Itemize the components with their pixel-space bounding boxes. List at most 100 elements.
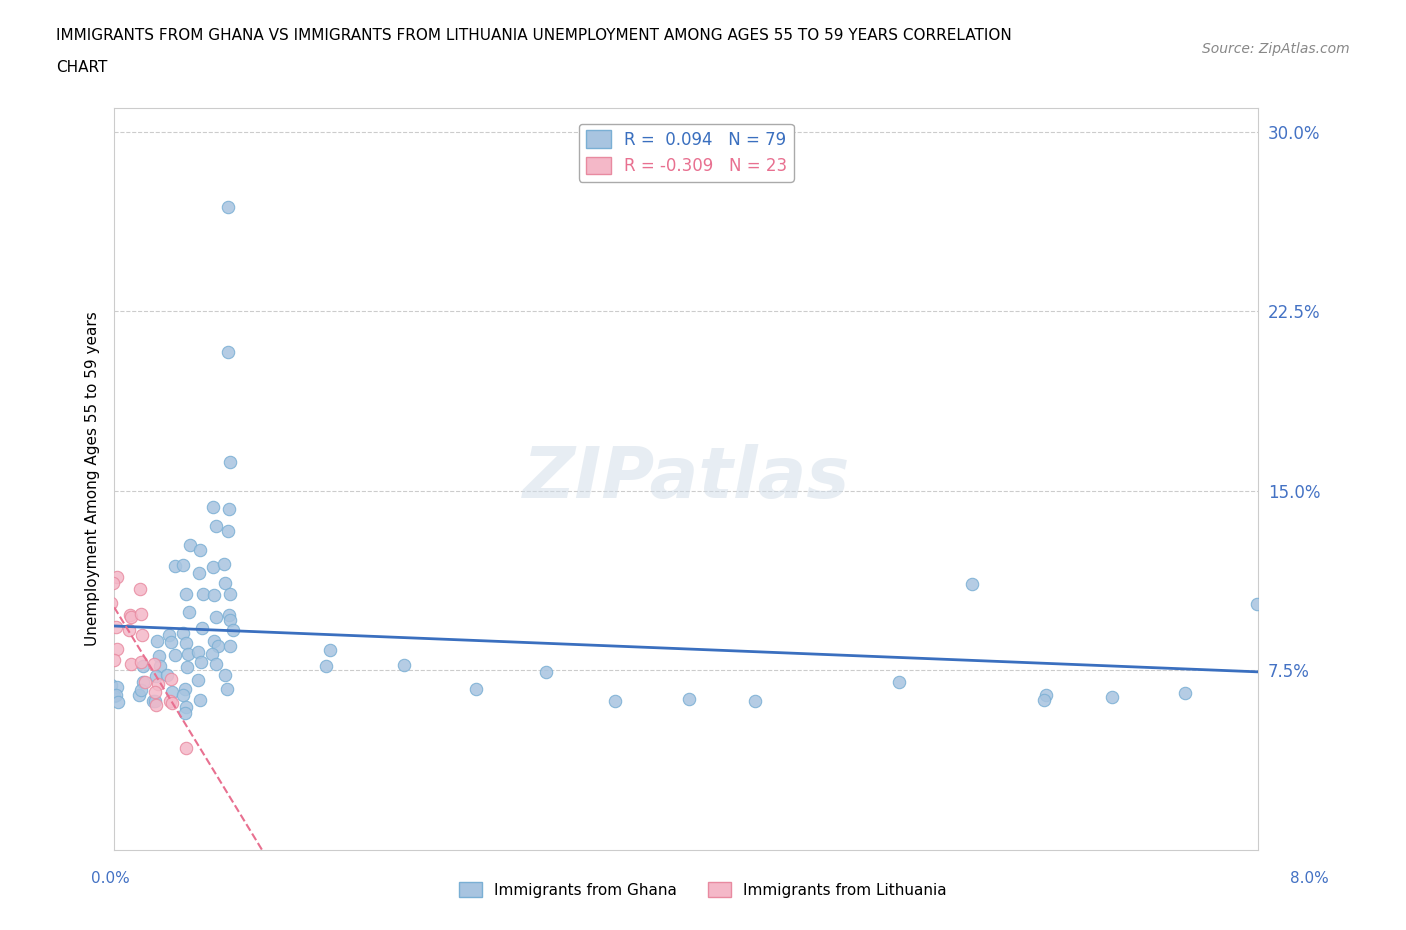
Point [217, 524, 239, 538]
Point [1101, 689, 1123, 704]
Point [1246, 597, 1268, 612]
Point [678, 692, 700, 707]
Point [132, 658, 155, 673]
Point [191, 620, 214, 635]
Point [174, 587, 197, 602]
Point [118, 607, 141, 622]
Point [163, 559, 186, 574]
Point [143, 694, 166, 709]
Point [103, 653, 125, 668]
Point [179, 538, 201, 552]
Point [129, 581, 152, 596]
Point [156, 668, 179, 683]
Point [146, 677, 169, 692]
Point [174, 682, 197, 697]
Text: 0.0%: 0.0% [91, 871, 131, 886]
Point [202, 499, 225, 514]
Point [202, 560, 225, 575]
Point [218, 501, 240, 516]
Point [603, 693, 626, 708]
Point [218, 454, 240, 469]
Point [145, 669, 167, 684]
Point [146, 633, 169, 648]
Text: 8.0%: 8.0% [1289, 871, 1329, 886]
Point [128, 687, 150, 702]
Point [464, 682, 486, 697]
Point [177, 646, 200, 661]
Point [105, 619, 128, 634]
Point [120, 657, 142, 671]
Point [221, 623, 243, 638]
Legend: Immigrants from Ghana, Immigrants from Lithuania: Immigrants from Ghana, Immigrants from L… [453, 875, 953, 904]
Point [134, 675, 156, 690]
Point [219, 613, 242, 628]
Point [131, 628, 153, 643]
Point [174, 636, 197, 651]
Point [205, 610, 228, 625]
Point [148, 648, 170, 663]
Point [187, 672, 209, 687]
Point [219, 638, 242, 653]
Point [159, 693, 181, 708]
Text: CHART: CHART [56, 60, 108, 75]
Point [318, 643, 340, 658]
Point [149, 658, 172, 673]
Point [960, 577, 983, 591]
Point [105, 570, 128, 585]
Point [129, 683, 152, 698]
Point [101, 576, 124, 591]
Point [191, 587, 214, 602]
Point [218, 608, 240, 623]
Point [105, 687, 128, 702]
Point [118, 622, 141, 637]
Point [160, 696, 183, 711]
Point [142, 694, 165, 709]
Point [1035, 688, 1057, 703]
Point [214, 556, 236, 571]
Point [174, 740, 197, 755]
Point [174, 699, 197, 714]
Point [179, 604, 201, 619]
Point [105, 680, 128, 695]
Point [143, 657, 166, 671]
Point [215, 682, 238, 697]
Point [200, 646, 222, 661]
Point [217, 345, 239, 360]
Text: ZIPatlas: ZIPatlas [523, 445, 851, 513]
Point [103, 688, 125, 703]
Point [219, 586, 242, 601]
Point [165, 648, 187, 663]
Point [172, 688, 194, 703]
Point [160, 635, 183, 650]
Point [132, 674, 155, 689]
Point [131, 607, 153, 622]
Point [190, 655, 212, 670]
Point [187, 565, 209, 580]
Point [172, 626, 194, 641]
Point [173, 705, 195, 720]
Point [129, 654, 152, 669]
Point [187, 644, 209, 659]
Point [188, 692, 211, 707]
Point [217, 200, 239, 215]
Point [143, 684, 166, 699]
Point [188, 543, 211, 558]
Point [1032, 692, 1054, 707]
Point [162, 684, 184, 699]
Point [392, 658, 415, 672]
Point [214, 668, 236, 683]
Point [536, 665, 558, 680]
Point [176, 659, 198, 674]
Point [172, 557, 194, 572]
Point [204, 518, 226, 533]
Point [107, 695, 129, 710]
Legend: R =  0.094   N = 79, R = -0.309   N = 23: R = 0.094 N = 79, R = -0.309 N = 23 [579, 124, 793, 181]
Point [202, 587, 225, 602]
Point [145, 698, 167, 712]
Point [205, 657, 228, 671]
Point [120, 609, 142, 624]
Point [157, 628, 180, 643]
Point [105, 641, 128, 656]
Point [744, 694, 766, 709]
Point [207, 639, 229, 654]
